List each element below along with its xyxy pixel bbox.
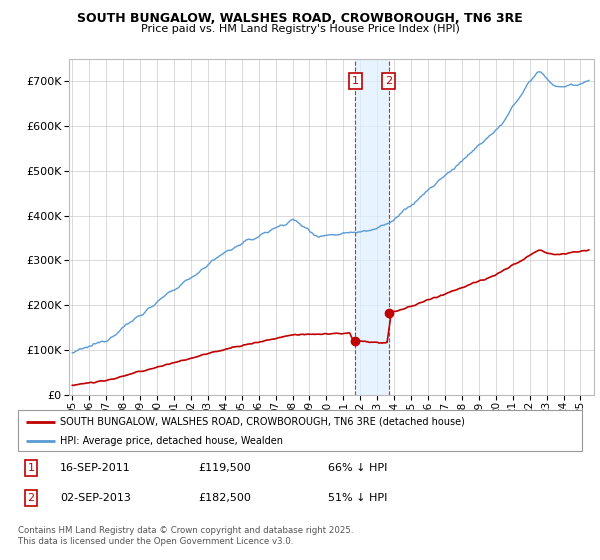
Text: 2: 2	[28, 493, 35, 503]
Text: 2: 2	[385, 76, 392, 86]
Text: SOUTH BUNGALOW, WALSHES ROAD, CROWBOROUGH, TN6 3RE (detached house): SOUTH BUNGALOW, WALSHES ROAD, CROWBOROUG…	[60, 417, 465, 427]
Text: 16-SEP-2011: 16-SEP-2011	[60, 463, 131, 473]
Bar	[355, 59, 389, 395]
Text: 02-SEP-2013: 02-SEP-2013	[60, 493, 131, 503]
FancyBboxPatch shape	[18, 410, 582, 451]
Text: 1: 1	[352, 76, 359, 86]
Text: 66% ↓ HPI: 66% ↓ HPI	[328, 463, 388, 473]
Text: £182,500: £182,500	[199, 493, 251, 503]
Text: SOUTH BUNGALOW, WALSHES ROAD, CROWBOROUGH, TN6 3RE: SOUTH BUNGALOW, WALSHES ROAD, CROWBOROUG…	[77, 12, 523, 25]
Text: HPI: Average price, detached house, Wealden: HPI: Average price, detached house, Weal…	[60, 436, 283, 446]
Text: 51% ↓ HPI: 51% ↓ HPI	[328, 493, 388, 503]
Text: Contains HM Land Registry data © Crown copyright and database right 2025.
This d: Contains HM Land Registry data © Crown c…	[18, 526, 353, 546]
Text: £119,500: £119,500	[199, 463, 251, 473]
Text: 1: 1	[28, 463, 35, 473]
Text: Price paid vs. HM Land Registry's House Price Index (HPI): Price paid vs. HM Land Registry's House …	[140, 24, 460, 34]
